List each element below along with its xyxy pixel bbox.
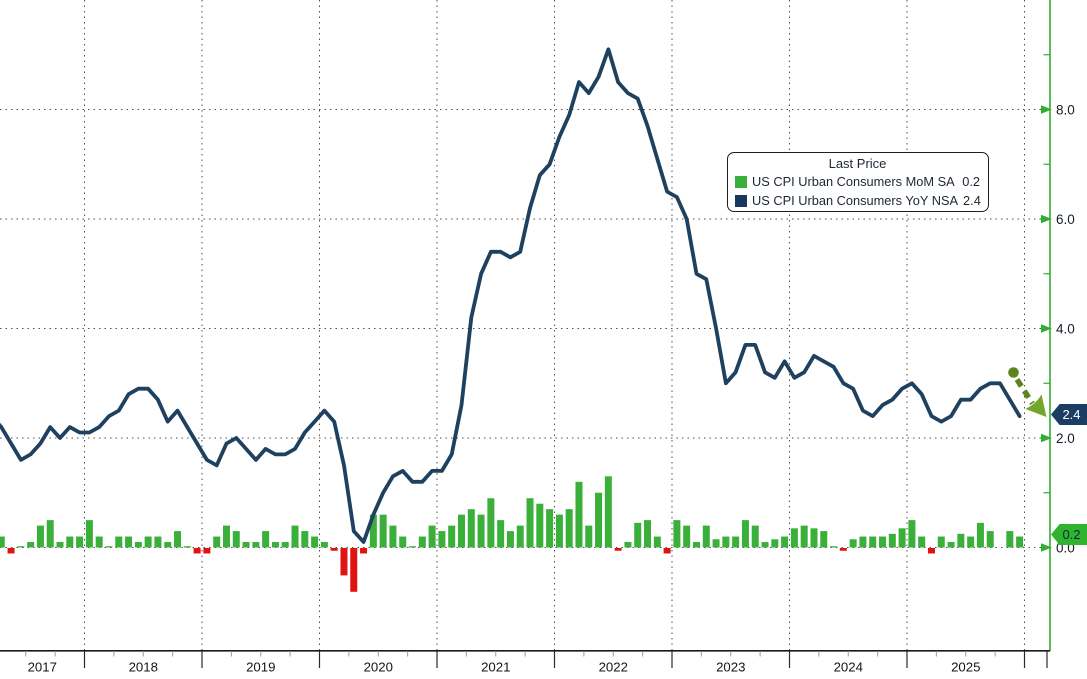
y-tick-label: 6.0	[1056, 212, 1075, 227]
y-tick-label: 8.0	[1056, 102, 1075, 117]
last-price-badge-yoy: 2.4	[1051, 404, 1087, 425]
y-tick-label: 2.0	[1056, 431, 1075, 446]
mom-bars-series	[0, 476, 1024, 592]
gridlines	[0, 0, 1043, 650]
y-tick-arrow	[1041, 543, 1052, 552]
legend-item-mom: US CPI Urban Consumers MoM SA 0.2	[735, 173, 980, 192]
y-tick-label: 4.0	[1056, 321, 1075, 336]
legend-item-yoy-value: 2.4	[963, 192, 981, 208]
yoy-line-series	[0, 47, 1022, 544]
legend-title: Last Price	[828, 156, 887, 171]
legend-item-yoy-label: US CPI Urban Consumers YoY NSA	[752, 192, 959, 208]
mom-series-swatch	[735, 176, 747, 189]
y-tick-arrow	[1041, 324, 1052, 333]
x-year-label: 2025	[951, 660, 980, 675]
legend-item-yoy: US CPI Urban Consumers YoY NSA 2.4	[735, 192, 981, 211]
last-price-badge-mom: 0.2	[1051, 524, 1087, 545]
y-tick-arrow	[1041, 214, 1052, 224]
legend-item-mom-label: US CPI Urban Consumers MoM SA	[752, 174, 955, 189]
yoy-series-swatch	[735, 194, 747, 207]
x-year-label: 2021	[481, 660, 510, 675]
bottom-x-axis: 2017 2018 2019 2020 2021 2022 2023 2024 2025	[0, 649, 1050, 675]
x-year-label: 2020	[364, 660, 393, 675]
legend-box: Last Price US CPI Urban Consumers MoM SA…	[727, 152, 989, 212]
x-year-label: 2023	[716, 660, 745, 675]
right-y-axis: 8.06.04.02.00.0	[1041, 0, 1075, 651]
x-year-label: 2017	[28, 660, 57, 675]
x-year-label: 2019	[246, 660, 275, 675]
y-tick-arrow	[1041, 105, 1052, 114]
down-arrow-annotation	[1008, 367, 1047, 417]
legend-item-mom-value: 0.2	[962, 174, 980, 189]
x-year-label: 2022	[599, 660, 628, 675]
x-year-label: 2018	[129, 660, 158, 675]
y-tick-arrow	[1041, 433, 1052, 443]
x-year-label: 2024	[834, 660, 863, 675]
